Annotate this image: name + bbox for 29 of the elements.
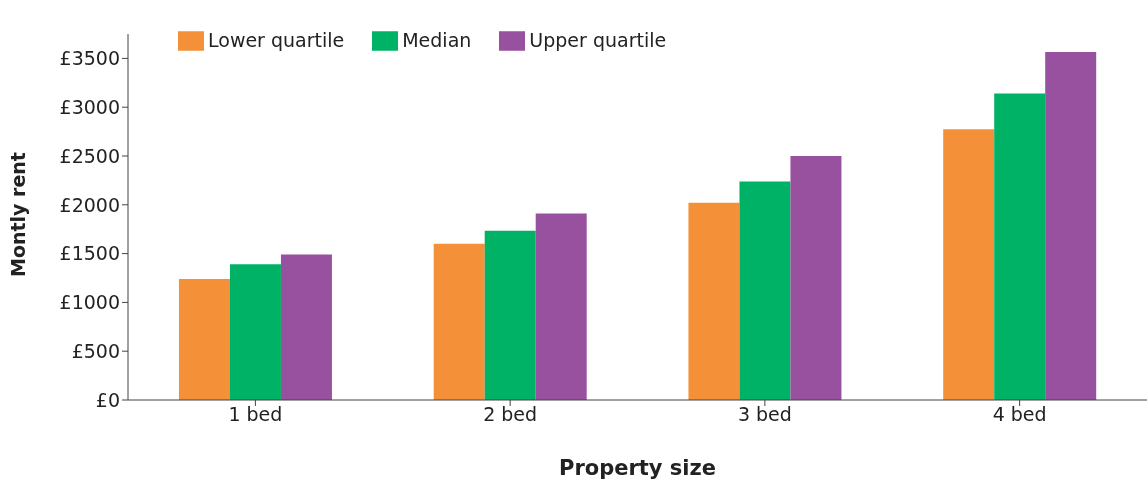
x-tick-label: 2 bed [483,403,538,426]
bar [688,202,740,400]
bar [433,243,485,400]
bar [994,93,1046,400]
bar [943,129,995,400]
bar [484,230,536,400]
y-tick-label: £1500 [59,242,120,265]
y-axis-title: Montly rent [6,152,29,277]
y-tick-label: £2500 [59,144,120,167]
y-tick-label: £1000 [59,291,120,314]
x-tick-label: 4 bed [992,403,1047,426]
bar [790,156,842,400]
x-axis-title: Property size [558,456,717,480]
bar [535,213,587,400]
x-tick-label: 1 bed [228,403,283,426]
legend-label: Median [402,28,472,51]
bar [739,181,791,400]
y-tick-label: £0 [95,388,120,411]
bar [229,264,281,400]
bar [1045,52,1097,400]
y-tick-label: £3500 [59,47,120,70]
y-tick-label: £2000 [59,193,120,216]
bar [280,254,332,400]
legend-label: Lower quartile [208,28,345,51]
y-tick-label: £3000 [59,95,120,118]
bar [178,278,230,400]
x-tick-label: 3 bed [737,403,792,426]
legend-label: Upper quartile [529,28,667,51]
y-tick-label: £500 [71,339,120,362]
